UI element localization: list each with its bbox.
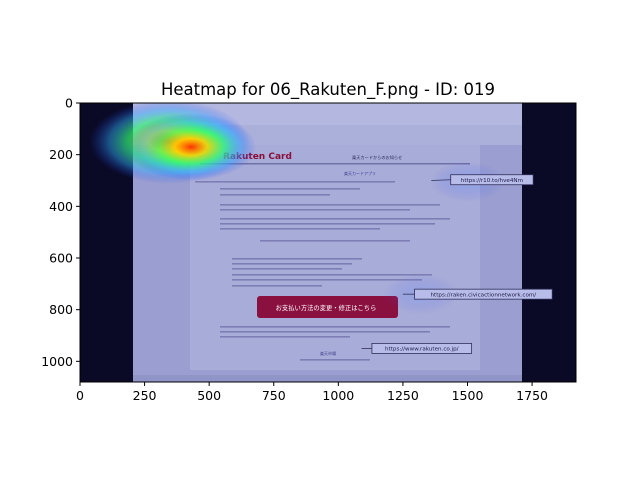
x-tick-label: 1250: [387, 388, 419, 403]
x-tick-label: 750: [262, 388, 286, 403]
body-text-line: [220, 336, 350, 338]
cta-button-label: お支払い方法の変更・修正はこちら: [276, 303, 377, 312]
annotation-url: https://www.rakuten.co.jp/: [385, 347, 459, 353]
email-heading: 楽天カードからのお知らせ: [352, 154, 402, 161]
x-axis: 0 250 500 750 1000 1250 1500 1750: [76, 382, 548, 403]
body-text-line: [220, 188, 360, 190]
status-bar: [133, 375, 522, 382]
body-text-line: [232, 268, 342, 270]
y-tick-label: 0: [65, 96, 73, 111]
y-tick-label: 600: [49, 251, 73, 266]
x-tick-label: 1500: [452, 388, 484, 403]
cta-button: [257, 296, 398, 318]
body-text-line: [232, 285, 322, 287]
body-text-lines: [195, 181, 450, 361]
heat-blob: [126, 113, 257, 181]
body-text-line: [220, 194, 330, 196]
body-text-line: [220, 218, 450, 220]
body-text-line: [232, 274, 432, 276]
annotation-url: https://r10.to/hve4Nm: [461, 178, 523, 184]
body-text-line: [220, 331, 430, 333]
x-tick-label: 1000: [322, 388, 354, 403]
annotation-url: https://raken.civicactionnetwork.com/: [431, 292, 537, 298]
url-annotations: https://r10.to/hve4Nm https://raken.civic…: [361, 174, 553, 354]
plot-frame: [79, 102, 577, 383]
brand-logo: Rakuten Card: [223, 152, 292, 162]
body-text-line: [260, 240, 410, 242]
chart-title: Heatmap for 06_Rakuten_F.png - ID: 019: [161, 80, 495, 100]
y-tick-label: 200: [49, 147, 73, 162]
body-text-line: [220, 228, 380, 230]
annotation-box: [450, 174, 534, 186]
body-text-line: [232, 263, 352, 265]
body-text-line: [232, 258, 362, 260]
annotation-connector: [431, 179, 451, 181]
plot-area: Rakuten Card 楽天カードからのお知らせ 楽天カードアプリ お支払い方…: [80, 103, 576, 382]
app-line: 楽天カードアプリ: [344, 170, 376, 176]
y-tick-label: 400: [49, 199, 73, 214]
y-tick-label: 1000: [41, 354, 73, 369]
y-axis: 0 200 400 600 800 1000: [41, 96, 80, 369]
x-tick-label: 500: [197, 388, 221, 403]
body-text-line: [220, 209, 410, 211]
body-text-line: [220, 204, 440, 206]
x-tick-label: 1750: [516, 388, 548, 403]
body-text-line: [220, 326, 450, 328]
x-tick-label: 250: [133, 388, 157, 403]
body-text-line: [232, 279, 422, 281]
body-text-line: [300, 359, 370, 361]
body-text-line: [220, 223, 435, 225]
y-tick-label: 800: [49, 302, 73, 317]
brand-divider: [200, 163, 470, 165]
footer-brand: 楽天市場: [320, 350, 336, 356]
x-tick-label: 0: [76, 388, 84, 403]
annotation-box: [414, 288, 553, 300]
annotation-box: [371, 343, 473, 354]
body-text-line: [195, 181, 395, 183]
